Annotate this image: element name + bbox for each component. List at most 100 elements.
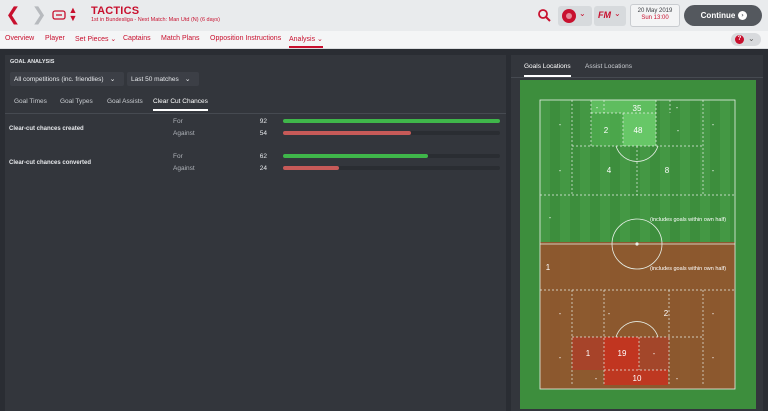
next-match-subtitle[interactable]: 1st in Bundesliga - Next Match: Man Utd … <box>91 17 220 23</box>
help-icon: ? <box>735 35 744 44</box>
club-badge-icon[interactable] <box>52 9 66 21</box>
zone-highlight <box>591 100 656 113</box>
zone-highlight <box>604 337 639 370</box>
zone-value: - <box>559 120 562 129</box>
bar-track <box>283 154 500 158</box>
pitch: - - 35 - - 2 48 - - 4 8 - - (includes go… <box>520 80 756 409</box>
up-down-chevron-icon[interactable]: ▲ ▼ <box>68 5 78 23</box>
goal-locations-panel: Goals Locations Assist Locations <box>511 55 763 411</box>
tab-goals-locations[interactable]: Goals Locations <box>524 63 571 77</box>
continue-button[interactable]: Continue › <box>684 5 762 26</box>
pitch-markings <box>539 99 736 390</box>
zone-note: (includes goals within own half) <box>650 217 726 223</box>
tab-analysis[interactable]: Analysis ⌄ <box>289 35 323 48</box>
zone-value: - <box>559 166 562 175</box>
zone-value: 1 <box>546 263 551 272</box>
bar-track <box>283 119 500 123</box>
date-text: 20 May 2019 <box>637 8 673 14</box>
zone-value: - <box>676 374 679 383</box>
continue-arrow-icon: › <box>738 11 747 20</box>
zone-value: - <box>608 309 611 318</box>
zone-value: - <box>595 374 598 383</box>
club-logo-icon <box>562 9 576 23</box>
subtab-clear-cut-chances[interactable]: Clear Cut Chances <box>153 98 208 111</box>
search-icon[interactable] <box>537 8 551 22</box>
row-label-against: Against <box>173 165 195 172</box>
zone-value: 2 <box>604 126 609 135</box>
tab-set-pieces[interactable]: Set Pieces ⌄ <box>75 36 117 43</box>
match-range-value: Last 50 matches <box>131 76 179 83</box>
tab-opposition-instructions[interactable]: Opposition Instructions <box>210 35 282 42</box>
zone-value: 10 <box>633 374 642 383</box>
zone-value: 1 <box>586 349 591 358</box>
row-value-against: 24 <box>259 165 267 172</box>
metric-label: Clear-cut chances converted <box>9 160 92 166</box>
forward-arrow-icon[interactable]: ❯ <box>31 4 47 25</box>
subtab-goal-assists[interactable]: Goal Assists <box>107 98 143 105</box>
pitch-diagram: - - 35 - - 2 48 - - 4 8 - - (includes go… <box>520 80 756 409</box>
zone-value: 19 <box>618 349 627 358</box>
help-button[interactable]: ? ⌄ <box>731 33 761 46</box>
zone-value: - <box>712 309 715 318</box>
row-label-against: Against <box>173 130 195 137</box>
bar-created-against <box>283 131 412 135</box>
row-label-for: For <box>173 153 183 160</box>
game-date[interactable]: 20 May 2019 Sun 13:00 <box>630 4 680 27</box>
zone-value: 2 <box>664 309 669 318</box>
zone-highlight <box>604 370 668 385</box>
time-text: Sun 13:00 <box>641 15 669 21</box>
row-value-for: 62 <box>259 153 267 160</box>
tab-match-plans[interactable]: Match Plans <box>161 35 200 42</box>
subtab-divider <box>5 113 506 114</box>
zone-value: - <box>677 126 680 135</box>
zone-value: - <box>559 353 562 362</box>
subtab-goal-types[interactable]: Goal Types <box>60 98 93 105</box>
bar-converted-against <box>283 166 340 170</box>
zone-note: (includes goals within own half) <box>650 266 726 272</box>
zone-value: - <box>596 103 599 112</box>
zone-value: 8 <box>665 166 670 175</box>
metric-label: Clear-cut chances created <box>9 126 84 132</box>
bar-track <box>283 131 500 135</box>
zone-value: 48 <box>634 126 643 135</box>
page-title: TACTICS <box>91 5 140 17</box>
bar-track <box>283 166 500 170</box>
tab-player[interactable]: Player <box>45 35 65 42</box>
tab-assist-locations[interactable]: Assist Locations <box>585 63 632 70</box>
tab-captains[interactable]: Captains <box>123 35 151 42</box>
chevron-down-icon: ⌄ <box>579 9 586 18</box>
chevron-down-icon: ⌄ <box>184 75 191 83</box>
zone-value: - <box>653 349 656 358</box>
back-arrow-icon[interactable]: ❮ <box>5 4 21 25</box>
match-range-dropdown[interactable]: Last 50 matches ⌄ <box>127 72 199 86</box>
zone-value: - <box>712 353 715 362</box>
chevron-down-icon: ⌄ <box>748 34 755 43</box>
club-menu-button[interactable]: ⌄ <box>558 6 592 26</box>
bar-created-for <box>283 119 500 123</box>
row-value-against: 54 <box>259 130 267 137</box>
zone-value: - <box>549 213 552 222</box>
goal-analysis-panel: GOAL ANALYSIS All competitions (inc. fri… <box>5 55 506 411</box>
panel-title: GOAL ANALYSIS <box>10 59 55 65</box>
zone-highlight <box>591 113 623 146</box>
fm-logo: FM <box>598 10 611 20</box>
zone-value: - <box>712 120 715 129</box>
chevron-down-icon: ⌄ <box>109 75 116 83</box>
tactics-tab-bar: Overview Player Set Pieces ⌄ Captains Ma… <box>0 31 768 49</box>
zone-grid <box>540 100 735 385</box>
zone-value: 35 <box>633 104 642 113</box>
continue-label: Continue <box>700 11 736 20</box>
tab-divider <box>511 77 763 78</box>
chevron-down-icon: ⌄ <box>614 9 621 18</box>
subtab-goal-times[interactable]: Goal Times <box>14 98 47 105</box>
tab-overview[interactable]: Overview <box>5 35 35 42</box>
competition-value: All competitions (inc. friendlies) <box>14 76 104 83</box>
competition-dropdown[interactable]: All competitions (inc. friendlies) ⌄ <box>10 72 124 86</box>
row-value-for: 92 <box>259 118 267 125</box>
zone-value: - <box>559 309 562 318</box>
fm-menu-button[interactable]: FM ⌄ <box>594 6 626 26</box>
zone-highlight <box>623 113 656 146</box>
zone-highlight <box>639 337 669 370</box>
top-bar: ❮ ❯ ▲ ▼ TACTICS 1st in Bundesliga - Next … <box>0 0 768 31</box>
zone-value: - <box>712 166 715 175</box>
